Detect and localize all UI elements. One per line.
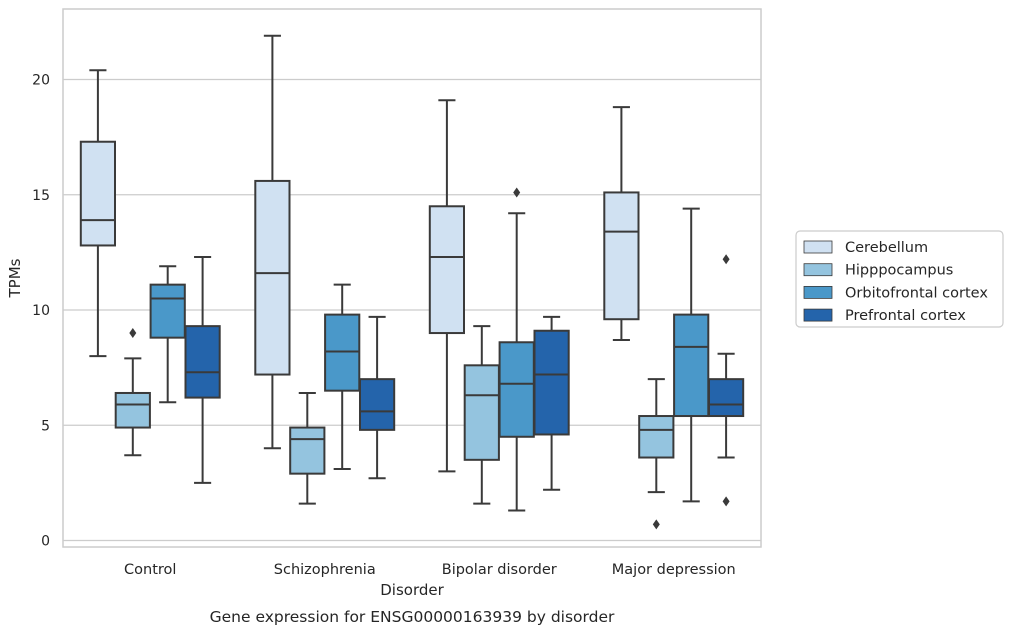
box-prefrontal-cortex (533, 315, 570, 491)
x-tick-label: Schizophrenia (274, 562, 376, 578)
box-iqr (673, 313, 710, 418)
boxes-layer (79, 34, 745, 530)
legend-label: Hipppocampus (845, 263, 953, 279)
box-iqr (114, 391, 151, 429)
figure-caption: Gene expression for ENSG00000163939 by d… (210, 608, 615, 626)
box-iqr (638, 415, 675, 459)
box-cerebellum (603, 106, 640, 341)
box-iqr (463, 364, 500, 461)
y-tick-label: 20 (32, 73, 50, 89)
box-iqr (149, 283, 186, 339)
x-tick-label: Major depression (612, 562, 736, 578)
legend-swatch (803, 308, 833, 322)
legend-label: Prefrontal cortex (845, 308, 966, 324)
box-iqr (79, 140, 117, 247)
box-iqr (533, 329, 570, 436)
outlier-point (129, 328, 137, 339)
outlier-point (722, 496, 730, 507)
box-iqr (498, 341, 535, 438)
box-orbitofrontal-cortex (673, 207, 710, 503)
legend-label: Cerebellum (845, 240, 928, 256)
box-iqr (707, 378, 745, 418)
x-tick-label: Control (124, 562, 176, 578)
box-prefrontal-cortex (358, 315, 396, 480)
box-iqr (603, 191, 640, 321)
box-iqr (289, 426, 326, 475)
box-cerebellum (254, 34, 291, 450)
box-hipppocampus (289, 391, 326, 505)
outlier-point (652, 519, 660, 530)
legend: Cerebellum Hipppocampus Orbitofrontal cort… (795, 230, 1004, 328)
legend-label: Orbitofrontal cortex (845, 285, 988, 301)
y-axis-label: TPMs (6, 258, 24, 298)
legend-frame (795, 230, 1004, 328)
outlier-point (722, 254, 730, 265)
x-tick-label: Bipolar disorder (442, 562, 557, 578)
box-prefrontal-cortex (707, 254, 745, 507)
box-iqr (184, 325, 221, 399)
box-orbitofrontal-cortex (324, 283, 361, 471)
legend-swatch (803, 240, 833, 254)
y-tick-label: 5 (41, 418, 50, 434)
y-tick-label: 15 (32, 188, 50, 204)
outlier-point (513, 187, 521, 198)
y-tick-label: 10 (32, 303, 50, 319)
box-hipppocampus (114, 328, 151, 457)
x-tick-labels: Control Schizophrenia Bipolar disorder Majo… (124, 562, 736, 578)
y-tick-label: 0 (41, 534, 50, 550)
box-iqr (324, 313, 361, 392)
legend-swatch (803, 263, 833, 277)
y-tick-labels: 0 5 10 15 20 (32, 73, 50, 550)
legend-swatch (803, 285, 833, 299)
box-cerebellum (428, 99, 466, 473)
box-orbitofrontal-cortex (149, 265, 186, 404)
box-hipppocampus (638, 378, 675, 530)
box-orbitofrontal-cortex (498, 187, 535, 512)
box-iqr (254, 179, 291, 376)
box-cerebellum (79, 69, 117, 358)
x-axis-label: Disorder (380, 581, 444, 599)
box-iqr (428, 205, 466, 335)
box-iqr (358, 378, 396, 431)
box-prefrontal-cortex (184, 255, 221, 484)
